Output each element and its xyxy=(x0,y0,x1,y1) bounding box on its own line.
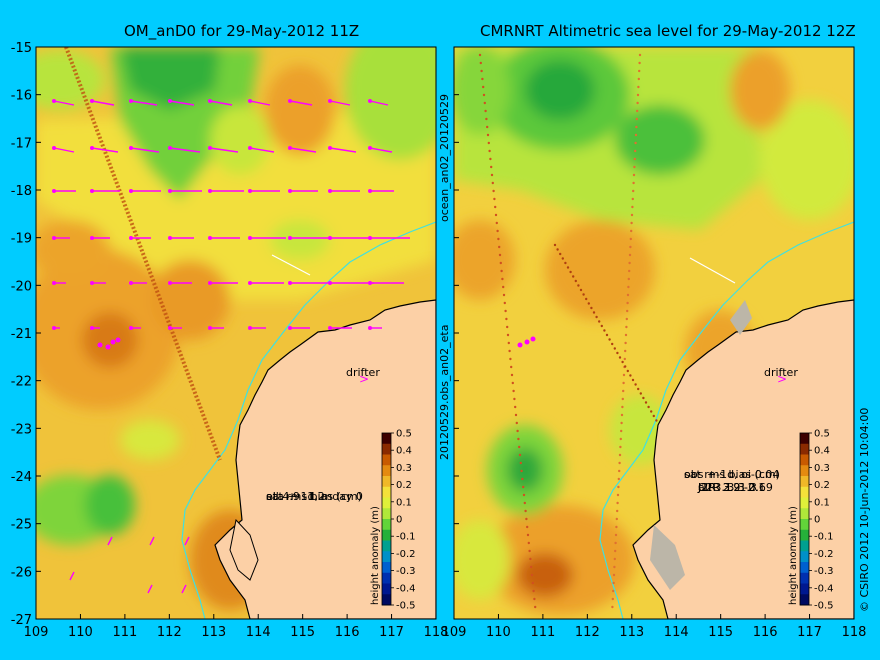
lat-tick-label: -25 xyxy=(11,518,32,533)
lon-tick-label: 115 xyxy=(290,625,315,640)
lon-tick-label: 113 xyxy=(201,625,226,640)
left-stats-line3: all 4.9 -1.2 xyxy=(266,490,325,503)
stats-row-all: all 3.1 -1.3 xyxy=(698,481,757,494)
vertical-label-top: ocean_an02_20120529 xyxy=(438,94,451,222)
lon-tick-label: 113 xyxy=(619,625,644,640)
left-sat-track xyxy=(64,47,222,461)
lat-tick-label: -24 xyxy=(11,470,32,485)
colorbar-tick-label: -0.1 xyxy=(396,532,416,543)
right-isobath xyxy=(599,221,854,619)
left-axis-ticks: -15-16-17-18-19-20-21-22-23-24-25-26-271… xyxy=(11,41,449,640)
colorbar-tick-label: 0.1 xyxy=(396,497,412,508)
lon-tick-label: 118 xyxy=(424,625,449,640)
lat-tick-label: -15 xyxy=(11,41,32,56)
lat-tick-label: -26 xyxy=(11,565,32,580)
colorbar-tick-label: 0.5 xyxy=(396,429,412,440)
left-drifter-label: drifter xyxy=(346,366,380,379)
colorbar-tick-label: -0.5 xyxy=(814,601,834,612)
lon-tick-label: 110 xyxy=(486,625,511,640)
lon-tick-label: 114 xyxy=(664,625,689,640)
lon-tick-label: 111 xyxy=(112,625,137,640)
lat-tick-label: -20 xyxy=(11,279,32,294)
vertical-label-bottom: 20120529.obs_an02_eta xyxy=(438,324,451,460)
lat-tick-label: -27 xyxy=(11,613,32,628)
right-axis-ticks: 109 110 111 112 113 114 115 116 117 118 xyxy=(442,46,867,640)
left-map-panel xyxy=(36,47,436,619)
lat-tick-label: -23 xyxy=(11,422,32,437)
right-drifter-label: drifter xyxy=(764,366,798,379)
left-map-title: OM_anD0 for 29-May-2012 11Z xyxy=(124,22,360,40)
left-isobath xyxy=(181,221,436,619)
lon-tick-label: 114 xyxy=(246,625,271,640)
colorbar-tick-label: -0.3 xyxy=(814,566,834,577)
lat-tick-label: -17 xyxy=(11,136,32,151)
colorbar-tick-label: -0.1 xyxy=(814,532,834,543)
lon-tick-label: 115 xyxy=(708,625,733,640)
lon-tick-label: 109 xyxy=(24,625,49,640)
colorbar-tick-label: -0.2 xyxy=(396,549,416,560)
colorbar-tick-label: 0.5 xyxy=(814,429,830,440)
lon-tick-label: 112 xyxy=(157,625,182,640)
right-stats-line2: sat rms bias (cm) xyxy=(684,468,780,481)
colorbar-tick-label: 0.1 xyxy=(814,497,830,508)
left-stats-line1: eta +-1d, mday 0 xyxy=(266,490,363,503)
copyright-label: © CSIRO 2012 10-Jun-2012 10:04:00 xyxy=(858,407,871,612)
left-colorbar: 0.5 0.4 0.3 0.2 0.1 0 -0.1 -0.2 -0.3 -0.4 -0.5 heig… xyxy=(370,429,416,612)
left-drifter-arrow: > xyxy=(359,372,369,386)
colorbar-tick-label: 0.4 xyxy=(396,446,412,457)
right-sat-tracks xyxy=(478,53,658,609)
left-land xyxy=(214,299,436,619)
lat-tick-label: -22 xyxy=(11,375,32,390)
lon-tick-label: 116 xyxy=(335,625,360,640)
lat-tick-label: -21 xyxy=(11,327,32,342)
colorbar-tick-label: 0.3 xyxy=(814,463,830,474)
colorbar-label: height anomaly (m) xyxy=(788,506,799,605)
colorbar-tick-label: -0.4 xyxy=(814,583,834,594)
colorbar-tick-label: 0.2 xyxy=(396,480,412,491)
right-colorbar: 0.5 0.4 0.3 0.2 0.1 0 -0.1 -0.2 -0.3 -0.4 -0.5 heig… xyxy=(788,429,834,612)
colorbar-tick-label: -0.2 xyxy=(814,549,834,560)
lon-tick-label: 117 xyxy=(379,625,404,640)
colorbar-tick-label: 0 xyxy=(396,515,402,526)
left-stats-line2: sat rms bias (cm) xyxy=(266,490,362,503)
colorbar-tick-label: -0.4 xyxy=(396,583,416,594)
lon-tick-label: 111 xyxy=(530,625,555,640)
lat-tick-label: -16 xyxy=(11,89,32,104)
right-stats-line1: obs +-1d, oi-0.04 xyxy=(684,468,780,481)
lon-tick-label: 112 xyxy=(575,625,600,640)
right-land xyxy=(632,299,854,619)
stats-row-c2r: C2R 3.3 0.69 xyxy=(698,481,773,494)
stats-row-j2r: J2R 3.2 -2.1 xyxy=(698,481,766,494)
colorbar-tick-label: -0.3 xyxy=(396,566,416,577)
lat-tick-label: -19 xyxy=(11,232,32,247)
lat-tick-label: -18 xyxy=(11,184,32,199)
right-map-title: CMRNRT Altimetric sea level for 29-May-2… xyxy=(480,22,856,40)
colorbar-tick-label: 0.3 xyxy=(396,463,412,474)
right-drifter-arrow: > xyxy=(777,372,787,386)
left-current-vectors xyxy=(52,99,410,594)
colorbar-tick-label: 0.4 xyxy=(814,446,830,457)
lon-tick-label: 118 xyxy=(842,625,867,640)
colorbar-tick-label: -0.5 xyxy=(396,601,416,612)
left-anomaly-field xyxy=(36,47,436,610)
stats-row-j1r: J1R 2.9 -2 xyxy=(698,481,755,494)
lon-tick-label: 117 xyxy=(797,625,822,640)
lon-tick-label: 110 xyxy=(68,625,93,640)
colorbar-tick-label: 0.2 xyxy=(814,480,830,491)
lon-tick-label: 116 xyxy=(753,625,778,640)
right-map-panel xyxy=(454,47,854,619)
colorbar-tick-label: 0 xyxy=(814,515,820,526)
colorbar-label: height anomaly (m) xyxy=(370,506,381,605)
lon-tick-label: 109 xyxy=(442,625,467,640)
